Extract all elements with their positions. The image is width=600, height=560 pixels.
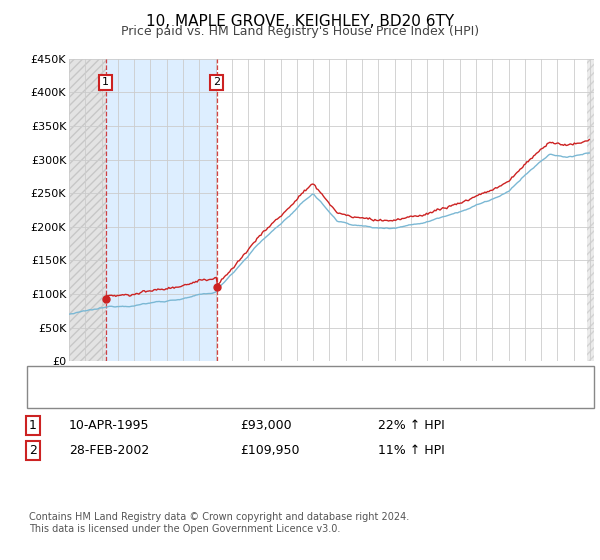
Text: ——: —— [45, 388, 73, 402]
Text: HPI: Average price, detached house, Bradford: HPI: Average price, detached house, Brad… [78, 390, 333, 400]
Text: £109,950: £109,950 [240, 444, 299, 458]
Bar [587, 59, 595, 361]
Text: Price paid vs. HM Land Registry's House Price Index (HPI): Price paid vs. HM Land Registry's House … [121, 25, 479, 38]
Text: 2: 2 [29, 444, 37, 458]
Text: 1: 1 [102, 77, 109, 87]
Text: ——: —— [45, 368, 73, 382]
Text: 22% ↑ HPI: 22% ↑ HPI [378, 419, 445, 432]
Text: 1: 1 [29, 419, 37, 432]
Text: 28-FEB-2002: 28-FEB-2002 [69, 444, 149, 458]
Bar [69, 59, 106, 361]
Text: 10, MAPLE GROVE, KEIGHLEY, BD20 6TY: 10, MAPLE GROVE, KEIGHLEY, BD20 6TY [146, 14, 454, 29]
Text: £93,000: £93,000 [240, 419, 292, 432]
Bar [106, 59, 217, 361]
Text: 10-APR-1995: 10-APR-1995 [69, 419, 149, 432]
Text: 10, MAPLE GROVE, KEIGHLEY, BD20 6TY (detached house): 10, MAPLE GROVE, KEIGHLEY, BD20 6TY (det… [78, 370, 404, 380]
Text: 11% ↑ HPI: 11% ↑ HPI [378, 444, 445, 458]
Text: 2: 2 [213, 77, 220, 87]
Text: Contains HM Land Registry data © Crown copyright and database right 2024.
This d: Contains HM Land Registry data © Crown c… [29, 512, 409, 534]
